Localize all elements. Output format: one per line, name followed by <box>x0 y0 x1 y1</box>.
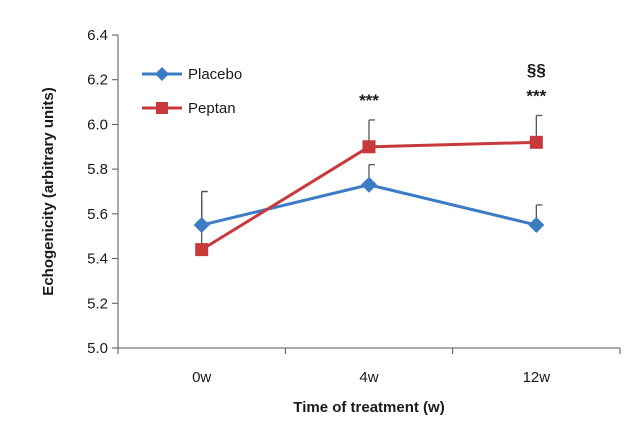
peptan-point <box>195 243 209 257</box>
legend-placebo-marker <box>155 67 169 81</box>
placebo-point <box>361 176 377 193</box>
peptan-point <box>529 135 543 149</box>
annotations: *** *** §§ <box>359 60 547 109</box>
peptan-line <box>200 140 537 251</box>
legend: Placebo Peptan <box>142 66 242 117</box>
y-tick-label: 6.2 <box>87 72 108 89</box>
legend-peptan-marker <box>156 102 168 114</box>
axes <box>117 35 620 349</box>
legend-peptan-label: Peptan <box>188 100 236 117</box>
x-axis-title: Time of treatment (w) <box>293 399 444 416</box>
y-tick-label: 5.0 <box>87 340 108 357</box>
placebo-point <box>528 217 545 234</box>
y-tick-label: 6.0 <box>87 116 108 133</box>
y-tick-label: 6.4 <box>87 27 108 44</box>
y-tick-label: 5.6 <box>87 206 108 223</box>
y-tick-label: 5.4 <box>87 251 108 268</box>
series-lines <box>200 140 537 251</box>
significance-annotation: *** <box>526 86 546 105</box>
x-ticks: 0w 4w 12w <box>117 348 621 386</box>
y-tick-label: 5.8 <box>87 161 108 178</box>
x-tick-label: 4w <box>359 369 378 386</box>
x-tick-label: 12w <box>523 369 551 386</box>
significance-annotation: §§ <box>527 60 546 79</box>
y-tick-label: 5.2 <box>87 295 108 312</box>
y-axis-title: Echogenicity (arbitrary units) <box>40 87 57 295</box>
significance-annotation: *** <box>359 91 379 110</box>
x-tick-label: 0w <box>192 369 211 386</box>
legend-placebo-label: Placebo <box>188 66 242 83</box>
y-ticks: 5.0 5.2 5.4 5.6 5.8 6.0 6.2 6.4 <box>87 27 118 357</box>
placebo-point <box>193 217 210 234</box>
markers <box>193 135 545 257</box>
peptan-point <box>362 140 376 154</box>
